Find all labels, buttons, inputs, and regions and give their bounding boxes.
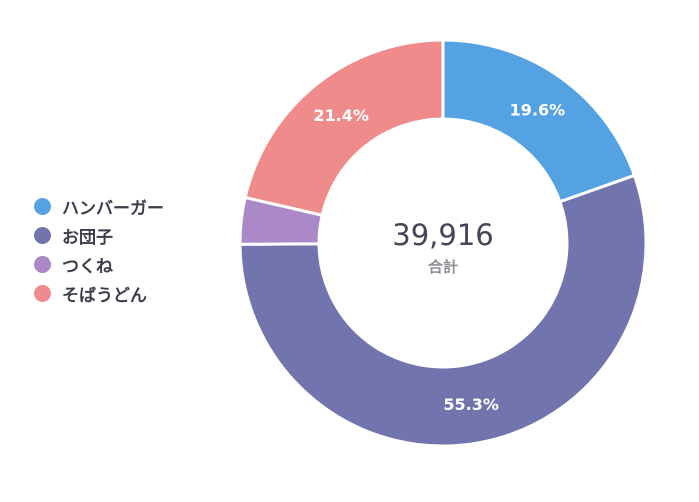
- legend-item: つくね: [34, 250, 164, 279]
- legend-item: お団子: [34, 221, 164, 250]
- donut-slice: [243, 38, 445, 217]
- legend-swatch: [34, 256, 51, 273]
- center-total-caption: 合計: [427, 258, 458, 276]
- chart-legend: ハンバーガー お団子つくねそばうどん: [34, 192, 164, 308]
- legend-swatch: [34, 227, 51, 244]
- donut-slice: [441, 38, 637, 204]
- legend-label: そばうどん: [62, 286, 147, 306]
- legend-label: お団子: [62, 228, 113, 248]
- legend-swatch: [34, 198, 51, 215]
- donut-slice: [238, 173, 648, 448]
- slice-value-label: 55.3%: [443, 395, 499, 414]
- legend-item: ハンバーガー: [34, 192, 164, 221]
- legend-swatch: [34, 285, 51, 302]
- slice-value-label: 19.6%: [510, 101, 566, 120]
- slice-value-label: 21.4%: [313, 106, 369, 125]
- legend-item: そばうどん: [34, 279, 164, 308]
- center-total-value: 39,916: [392, 218, 493, 252]
- legend-label: つくね: [62, 257, 113, 277]
- legend-label: ハンバーガー: [62, 199, 164, 219]
